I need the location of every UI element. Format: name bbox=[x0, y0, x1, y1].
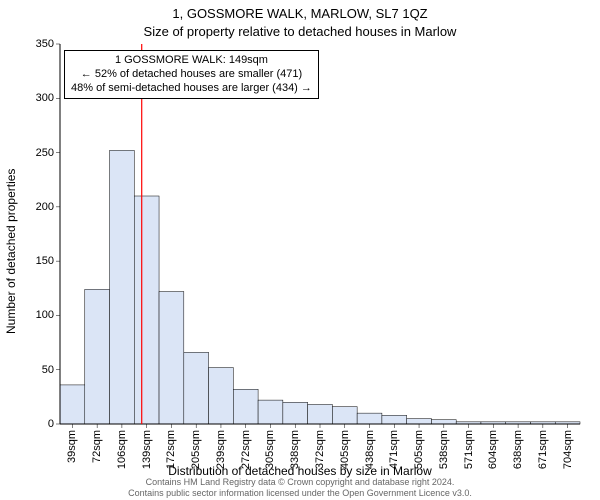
histogram-bar bbox=[407, 419, 432, 424]
y-tick-label: 250 bbox=[4, 147, 54, 159]
annotation-line-1: 1 GOSSMORE WALK: 149sqm bbox=[71, 54, 312, 68]
x-tick-label: 72sqm bbox=[91, 430, 103, 463]
x-axis-title: Distribution of detached houses by size … bbox=[0, 464, 600, 478]
histogram-bar bbox=[209, 368, 234, 424]
histogram-bar bbox=[382, 415, 407, 424]
footer-line-1: Contains HM Land Registry data © Crown c… bbox=[0, 477, 600, 487]
chart-root: 1, GOSSMORE WALK, MARLOW, SL7 1QZ Size o… bbox=[0, 0, 600, 500]
y-tick-label: 50 bbox=[4, 364, 54, 376]
histogram-bar bbox=[308, 404, 333, 424]
chart-title-line1: 1, GOSSMORE WALK, MARLOW, SL7 1QZ bbox=[0, 6, 600, 21]
y-tick-label: 100 bbox=[4, 309, 54, 321]
histogram-bar bbox=[258, 400, 283, 424]
histogram-bar bbox=[85, 289, 110, 424]
y-tick-label: 150 bbox=[4, 255, 54, 267]
histogram-bar bbox=[159, 292, 184, 424]
histogram-bar bbox=[431, 420, 456, 424]
plot-area bbox=[60, 44, 580, 424]
y-tick-label: 350 bbox=[4, 38, 54, 50]
y-tick-label: 200 bbox=[4, 201, 54, 213]
annotation-line-3: 48% of semi-detached houses are larger (… bbox=[71, 82, 312, 96]
histogram-bar bbox=[60, 385, 85, 424]
footer: Contains HM Land Registry data © Crown c… bbox=[0, 477, 600, 498]
histogram-bar bbox=[184, 352, 209, 424]
chart-title-line2: Size of property relative to detached ho… bbox=[0, 24, 600, 39]
histogram-bar bbox=[110, 150, 135, 424]
histogram-bar bbox=[233, 389, 258, 424]
plot-svg bbox=[60, 44, 580, 424]
histogram-bar bbox=[332, 407, 357, 424]
annotation-box: 1 GOSSMORE WALK: 149sqm ← 52% of detache… bbox=[64, 50, 319, 99]
histogram-bar bbox=[357, 413, 382, 424]
y-tick-label: 0 bbox=[4, 418, 54, 430]
histogram-bar bbox=[283, 402, 308, 424]
annotation-line-2: ← 52% of detached houses are smaller (47… bbox=[71, 68, 312, 82]
x-tick-label: 39sqm bbox=[66, 430, 78, 463]
histogram-bar bbox=[134, 196, 159, 424]
footer-line-2: Contains public sector information licen… bbox=[0, 488, 600, 498]
y-tick-label: 300 bbox=[4, 92, 54, 104]
